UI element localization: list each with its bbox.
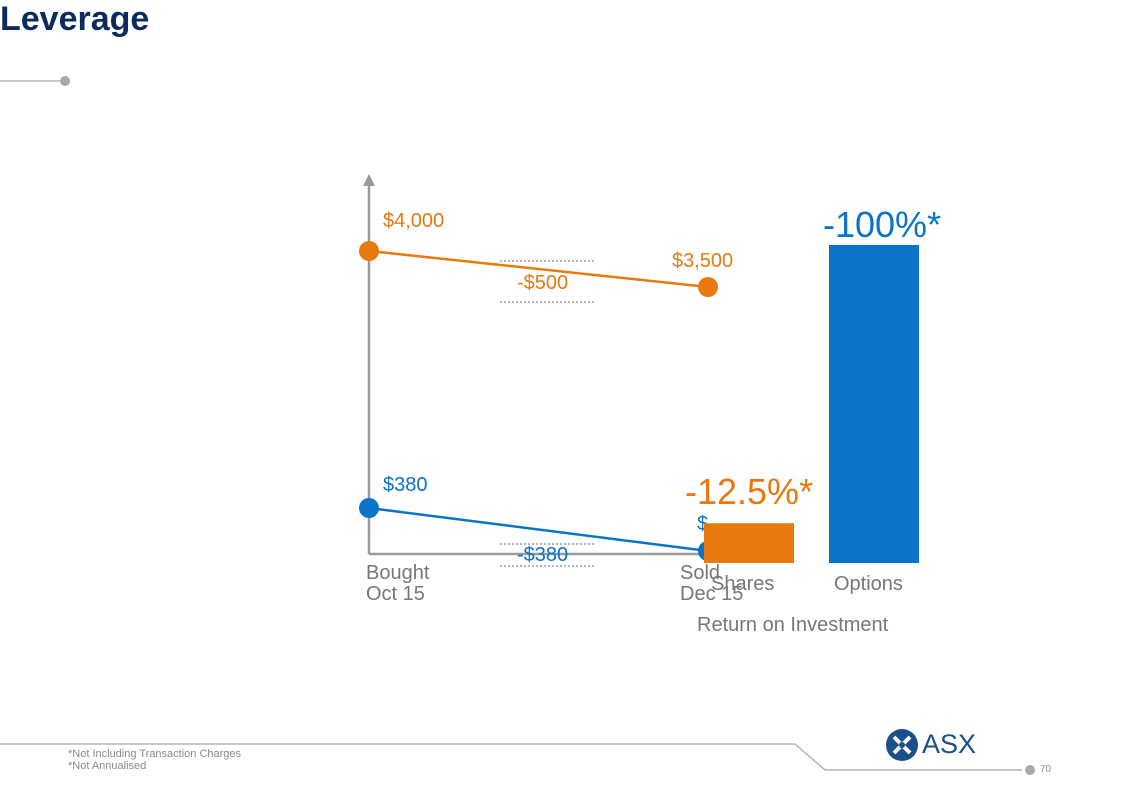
bar-shares [704,523,794,563]
annotation-label: -$500 [517,272,569,294]
footnote: *Not Including Transaction Charges [68,748,242,760]
footer-rule [0,743,1022,771]
bar-value-label-shares: -12.5%* [685,471,814,512]
series-line-orange [368,249,709,289]
asx-logo: ASX [885,728,980,762]
page-number: 70 [1040,764,1052,775]
value-label: $4,000 [383,210,445,232]
asx-logo-icon [886,729,918,761]
bar-options [829,245,919,563]
bar-category-label: Options [834,573,903,595]
header-bullet-icon [60,76,70,86]
bar-axis-label: Return on Investment [697,614,889,636]
data-point-orange-bought [359,241,379,261]
bar-value-label-options: -100%* [823,204,942,245]
value-label: $380 [383,474,428,496]
series-line-blue [368,506,709,553]
data-point-blue-bought [359,498,379,518]
x-tick-label-bought: Bought Oct 15 [366,562,430,605]
slide-title: Leverage [0,0,150,38]
annotation-label: -$380 [517,544,569,566]
data-point-orange-sold [698,277,718,297]
x-tick-label-sold: Sold Dec 15 [680,562,744,605]
bar-category-label: Shares [711,573,775,595]
footer-bullet-icon [1025,765,1035,775]
value-label: $3,500 [672,250,734,272]
y-axis-arrow-icon [363,174,375,186]
asx-logo-text: ASX [922,729,977,759]
footnote: *Not Annualised [68,760,147,772]
value-label: $ [697,513,709,535]
